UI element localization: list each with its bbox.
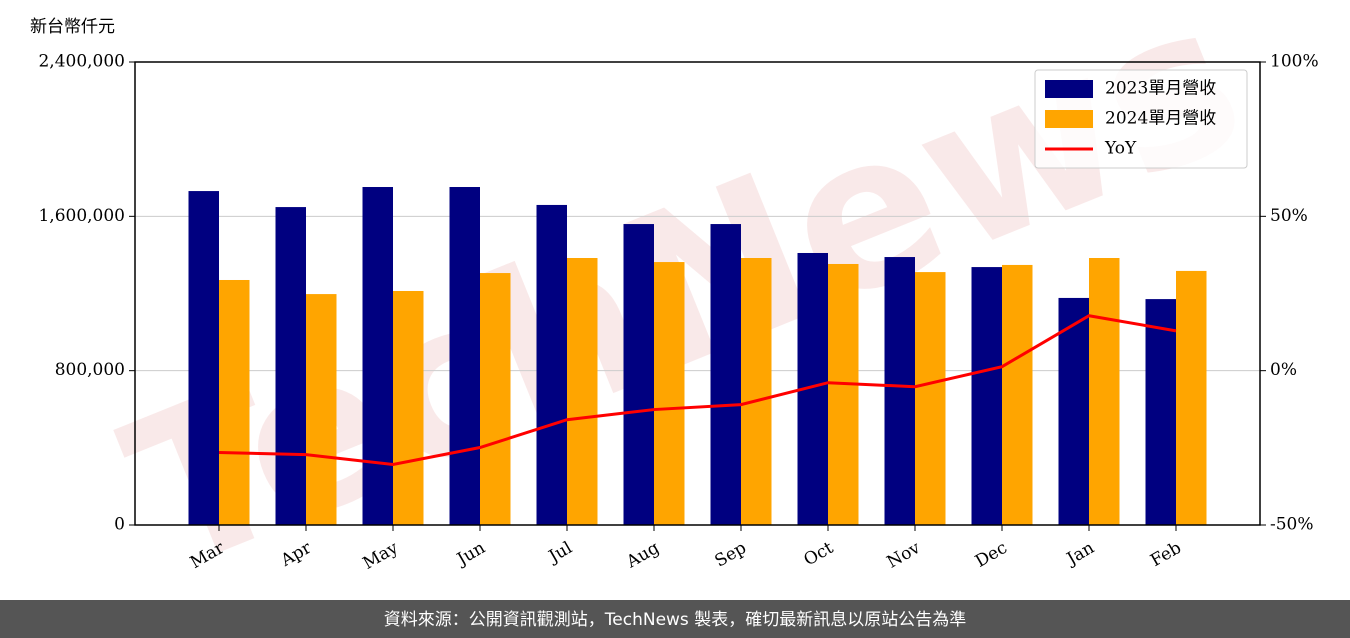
bar bbox=[1089, 258, 1120, 525]
bar bbox=[188, 191, 219, 525]
legend-label: 2023單月營收 bbox=[1105, 79, 1216, 99]
bar bbox=[884, 257, 915, 525]
legend-swatch bbox=[1045, 80, 1093, 98]
y2-tick-label: 100% bbox=[1270, 52, 1319, 72]
legend-label: 2024單月營收 bbox=[1105, 109, 1216, 129]
legend-label: YoY bbox=[1104, 139, 1137, 159]
line bbox=[218, 314, 1177, 467]
bar bbox=[741, 258, 772, 525]
bar bbox=[567, 258, 598, 525]
bar bbox=[219, 279, 250, 525]
y-tick-label: 2,400,000 bbox=[38, 52, 125, 72]
footer: 資料來源：公開資訊觀測站，TechNews 製表，確切最新訊息以原站公告為準 bbox=[384, 610, 966, 630]
y2-tick-label: 0% bbox=[1270, 360, 1297, 380]
bar bbox=[828, 263, 859, 525]
bar bbox=[623, 224, 654, 526]
bar bbox=[1002, 264, 1033, 525]
bar bbox=[1058, 297, 1089, 525]
y2-tick-label: -50% bbox=[1270, 515, 1314, 535]
legend-swatch bbox=[1045, 110, 1093, 128]
y-tick-label: 0 bbox=[114, 515, 125, 535]
bar bbox=[480, 273, 511, 525]
y-tick-label: 1,600,000 bbox=[38, 206, 125, 226]
bar bbox=[275, 207, 306, 525]
bar bbox=[449, 187, 480, 525]
bar bbox=[362, 187, 393, 525]
plot-frame bbox=[134, 61, 1261, 526]
y2-tick-label: 50% bbox=[1270, 206, 1308, 226]
bar bbox=[710, 224, 741, 526]
y-tick-label: 800,000 bbox=[55, 360, 125, 380]
bar bbox=[1145, 299, 1176, 525]
bar bbox=[393, 290, 424, 525]
footer-bar bbox=[0, 600, 1350, 638]
bar bbox=[306, 294, 337, 525]
bar bbox=[971, 267, 1002, 525]
y-axis-label: 新台幣仟元 bbox=[30, 17, 115, 37]
bar bbox=[915, 272, 946, 525]
bar bbox=[654, 262, 685, 525]
bar bbox=[536, 204, 567, 526]
bar bbox=[1176, 270, 1207, 525]
